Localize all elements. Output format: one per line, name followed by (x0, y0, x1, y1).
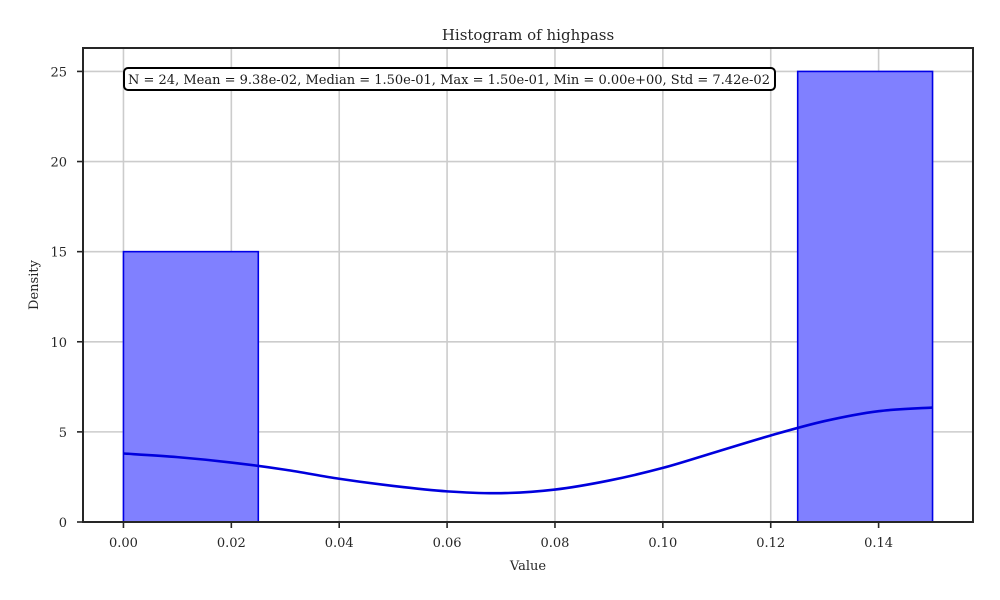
x-tick-label: 0.10 (648, 536, 677, 551)
histogram-bar (122, 250, 260, 523)
x-tick-label: 0.14 (864, 536, 893, 551)
histogram-bar (796, 70, 934, 523)
plot-frame (82, 47, 974, 523)
y-axis-label: Density (27, 259, 42, 310)
y-tick-label: 15 (50, 246, 67, 261)
x-axis-ticks: 0.00 0.02 0.04 0.06 0.08 0.10 0.12 0.14 (109, 522, 893, 551)
stats-box-border (123, 67, 776, 91)
kde-curve (123, 406, 933, 495)
x-tick-label: 0.02 (217, 536, 246, 551)
y-axis-ticks: 0 5 10 15 20 25 (50, 65, 83, 531)
x-tick-label: 0.04 (325, 536, 354, 551)
y-tick-label: 5 (59, 426, 67, 441)
stats-box: N = 24, Mean = 9.38e-02, Median = 1.50e-… (123, 67, 776, 91)
chart-title: Histogram of highpass (442, 26, 614, 44)
x-tick-label: 0.08 (540, 536, 569, 551)
y-tick-label: 20 (50, 156, 67, 171)
x-tick-label: 0.06 (433, 536, 462, 551)
y-tick-label: 0 (59, 516, 67, 531)
histogram-bars (122, 70, 934, 523)
x-axis-label: Value (509, 559, 546, 574)
y-tick-label: 10 (50, 336, 67, 351)
stats-text: N = 24, Mean = 9.38e-02, Median = 1.50e-… (128, 73, 770, 88)
y-tick-label: 25 (50, 65, 67, 80)
x-tick-label: 0.00 (109, 536, 138, 551)
x-tick-label: 0.12 (756, 536, 785, 551)
